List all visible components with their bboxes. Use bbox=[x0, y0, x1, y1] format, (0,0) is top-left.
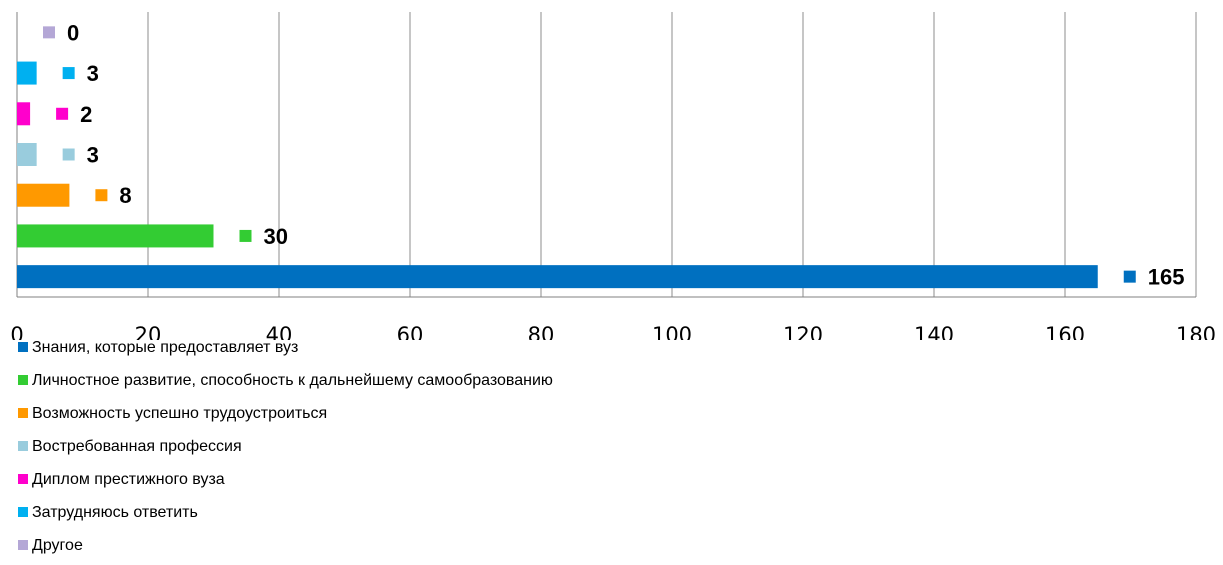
legend-swatch bbox=[18, 375, 28, 385]
x-tick-label: 100 bbox=[652, 323, 692, 340]
x-tick-label: 40 bbox=[266, 323, 293, 340]
legend-label: Другое bbox=[32, 537, 83, 554]
data-label: 3 bbox=[87, 61, 99, 86]
data-label: 0 bbox=[67, 20, 79, 45]
data-label-key bbox=[62, 148, 75, 161]
data-label: 30 bbox=[264, 224, 288, 249]
data-label-key bbox=[62, 67, 75, 80]
legend-swatch bbox=[18, 342, 28, 352]
bar bbox=[17, 102, 31, 126]
legend-item: Затрудняюсь ответить bbox=[18, 503, 198, 523]
x-tick-label: 120 bbox=[783, 323, 823, 340]
legend-item: Другое bbox=[18, 536, 83, 556]
bar bbox=[17, 224, 214, 248]
legend-label: Знания, которые предоставляет вуз bbox=[32, 339, 299, 356]
legend-swatch bbox=[18, 408, 28, 418]
legend-item: Личностное развитие, способность к дальн… bbox=[18, 371, 553, 391]
data-label-key bbox=[56, 107, 69, 120]
data-label-key bbox=[239, 229, 252, 242]
legend-label: Личностное развитие, способность к дальн… bbox=[32, 372, 553, 389]
legend-item: Знания, которые предоставляет вуз bbox=[18, 338, 298, 358]
x-tick-label: 140 bbox=[914, 323, 954, 340]
x-tick-label: 180 bbox=[1176, 323, 1216, 340]
legend-label: Затрудняюсь ответить bbox=[32, 504, 198, 521]
bar bbox=[17, 183, 70, 207]
data-label: 8 bbox=[119, 183, 131, 208]
legend-item: Возможность успешно трудоустроиться bbox=[18, 404, 327, 424]
bar bbox=[17, 61, 37, 85]
x-tick-labels: 0 20 40 60 80 100 120 140 160 180 bbox=[10, 323, 1216, 340]
x-tick-label: 20 bbox=[135, 323, 162, 340]
gridlines bbox=[147, 12, 1197, 297]
legend-label: Востребованная профессия bbox=[32, 438, 242, 455]
legend-label: Возможность успешно трудоустроиться bbox=[32, 405, 328, 422]
legend-swatch bbox=[18, 507, 28, 517]
data-label: 3 bbox=[87, 143, 99, 168]
x-tick-label: 80 bbox=[528, 323, 555, 340]
legend-item: Востребованная профессия bbox=[18, 437, 242, 457]
x-tick-label: 160 bbox=[1045, 323, 1085, 340]
legend-item: Диплом престижного вуза bbox=[18, 470, 225, 490]
legend-label: Диплом престижного вуза bbox=[32, 471, 225, 488]
x-tick-label: 0 bbox=[10, 323, 23, 340]
data-label-key bbox=[43, 26, 55, 39]
data-label-key bbox=[95, 189, 108, 202]
data-label: 165 bbox=[1148, 265, 1185, 290]
legend-swatch bbox=[18, 540, 28, 550]
data-label-key bbox=[1123, 270, 1136, 283]
bar bbox=[17, 265, 1098, 289]
legend-swatch bbox=[18, 474, 28, 484]
legend-swatch bbox=[18, 441, 28, 451]
data-label: 2 bbox=[80, 102, 92, 127]
bar bbox=[17, 143, 37, 166]
x-tick-label: 60 bbox=[397, 323, 424, 340]
